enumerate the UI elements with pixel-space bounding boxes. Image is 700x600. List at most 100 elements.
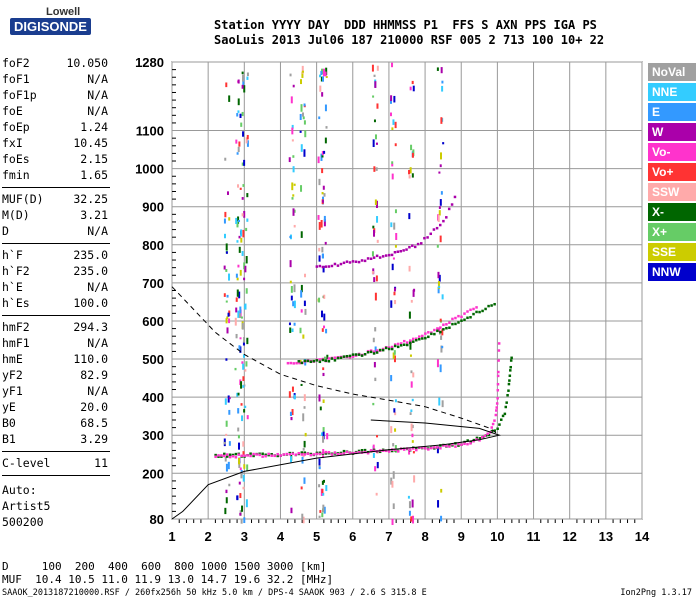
trace-point [345, 260, 349, 263]
noise-mark [223, 233, 226, 239]
noise-mark [246, 337, 249, 345]
noise-mark [289, 411, 292, 417]
legend-item: Vo+ [648, 163, 696, 181]
y-tick-label: 300 [142, 428, 164, 443]
noise-mark [237, 427, 240, 432]
trace-point [264, 453, 267, 457]
trace-point [369, 349, 373, 352]
trace-point [448, 326, 451, 329]
trace-point [457, 321, 460, 324]
trace-point [363, 448, 367, 452]
trace-point [429, 232, 432, 236]
noise-mark [226, 294, 229, 298]
trace-point [487, 304, 490, 308]
noise-mark [438, 327, 441, 332]
noise-mark [303, 440, 306, 448]
trace-point [433, 328, 436, 332]
x-tick-label: 8 [421, 529, 428, 544]
logo-digisonde: DIGISONDE [10, 18, 91, 35]
trace-point [384, 254, 388, 257]
trace-point [402, 343, 406, 346]
trace-point [366, 257, 370, 260]
noise-mark [241, 111, 244, 117]
noise-mark [289, 73, 292, 77]
trace-point [306, 452, 310, 455]
trace-point [342, 452, 346, 455]
param-row: h`Es 100.0 [2, 296, 108, 312]
trace-point [336, 264, 340, 267]
noise-mark [242, 229, 245, 238]
noise-mark [292, 155, 295, 158]
noise-mark [246, 140, 249, 147]
trace-point [360, 354, 364, 357]
noise-mark [323, 219, 326, 227]
trace-point [478, 439, 481, 442]
param-name: h`E [2, 280, 23, 294]
trace-point [415, 447, 418, 450]
trace-point [451, 442, 454, 446]
noise-mark [322, 431, 325, 440]
noise-mark [223, 265, 226, 270]
noise-mark [320, 153, 323, 161]
trace-point [351, 355, 355, 358]
trace-point [294, 453, 298, 456]
noise-mark [318, 484, 321, 488]
trace-point [360, 259, 364, 262]
trace-point [336, 356, 340, 360]
noise-mark [322, 266, 325, 273]
noise-mark [412, 372, 415, 378]
noise-mark [243, 159, 246, 166]
trace-point [472, 312, 475, 316]
noise-mark [392, 503, 395, 510]
noise-mark [223, 218, 226, 224]
x-tick-label: 3 [241, 529, 248, 544]
param-value: N/A [87, 280, 108, 294]
trace-point [375, 254, 379, 258]
noise-mark [409, 354, 412, 357]
trace-point [496, 397, 499, 400]
noise-mark [304, 432, 307, 437]
trace-point [457, 442, 460, 446]
noise-mark [225, 497, 228, 504]
noise-mark [392, 352, 395, 359]
noise-mark [237, 264, 240, 268]
trace-point [496, 388, 500, 392]
trace-point [261, 452, 264, 456]
trace-point [369, 257, 373, 261]
param-value: 82.9 [80, 368, 108, 382]
noise-mark [240, 518, 243, 524]
distance-row: D 100 200 400 600 800 1000 1500 3000 [km… [2, 560, 327, 573]
noise-mark [318, 297, 321, 303]
x-tick-label: 12 [562, 529, 576, 544]
noise-mark [244, 303, 247, 310]
trace-point [478, 310, 481, 314]
noise-mark [224, 157, 227, 161]
noise-mark [408, 501, 411, 509]
trace-point [369, 350, 373, 354]
noise-mark [394, 121, 397, 129]
noise-mark [300, 104, 303, 112]
noise-mark [303, 149, 306, 157]
noise-mark [389, 112, 392, 117]
noise-mark [389, 99, 392, 104]
noise-mark [301, 112, 304, 117]
noise-mark [408, 175, 411, 179]
y-tick-label: 900 [142, 200, 164, 215]
trace-point [342, 261, 346, 265]
noise-mark [412, 289, 415, 297]
noise-mark [321, 155, 324, 158]
noise-mark [318, 515, 321, 518]
trace-point [450, 203, 454, 206]
noise-mark [436, 446, 439, 454]
trace-point [424, 336, 427, 340]
trace-point [509, 359, 513, 362]
trace-point [409, 448, 412, 451]
noise-mark [243, 277, 246, 281]
trace-point [508, 379, 511, 382]
noise-mark [236, 152, 239, 155]
noise-mark [239, 337, 242, 340]
trace-point [424, 332, 427, 335]
trace-point [327, 359, 331, 363]
legend-item: NNE [648, 83, 696, 101]
noise-mark [319, 406, 322, 411]
